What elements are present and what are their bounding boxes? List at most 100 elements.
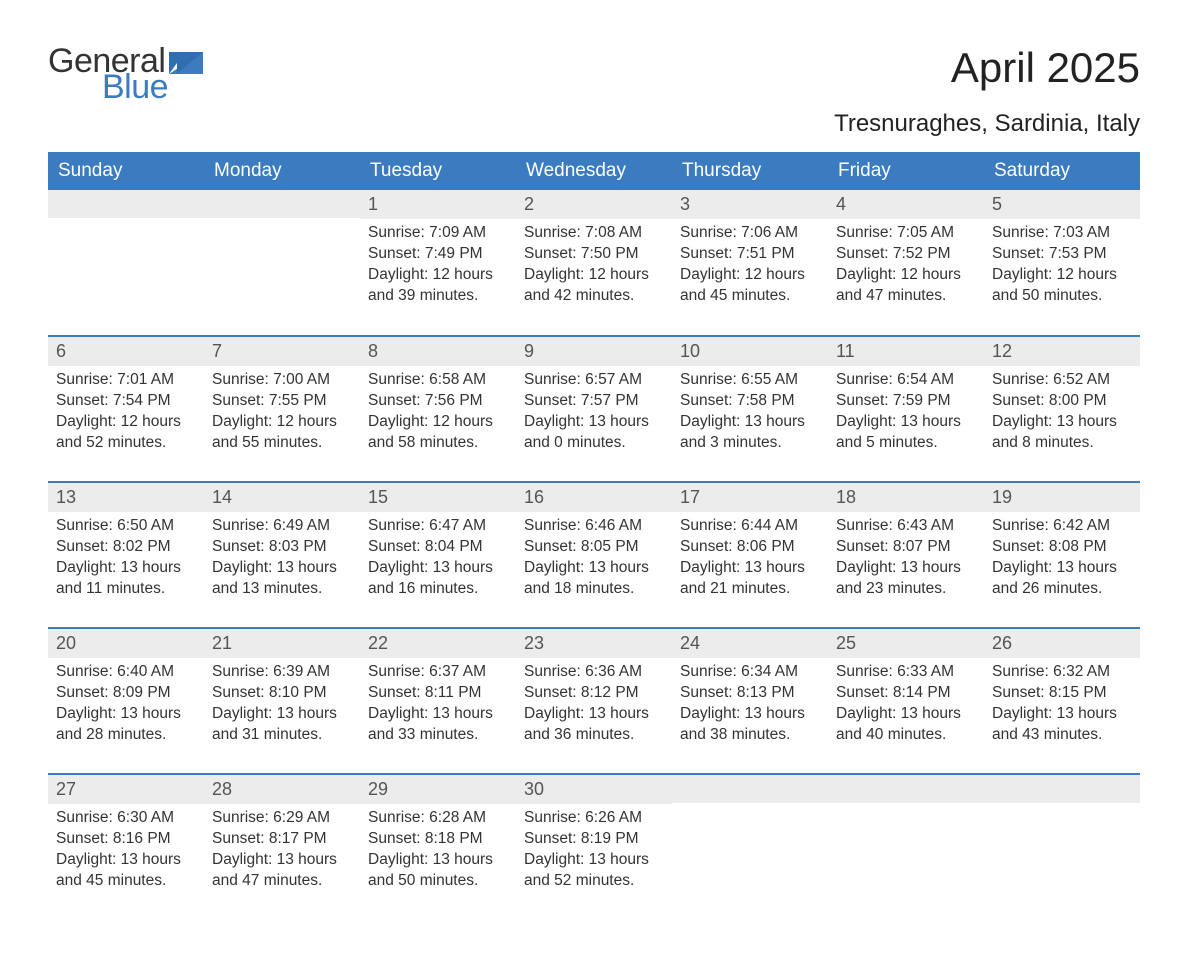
day-number: 12 — [984, 337, 1140, 366]
sunset-line: Sunset: 8:06 PM — [680, 537, 820, 558]
sunset-line: Sunset: 8:15 PM — [992, 683, 1132, 704]
daylight-line: Daylight: 12 hours and 42 minutes. — [524, 265, 664, 307]
daylight-line: Daylight: 12 hours and 52 minutes. — [56, 412, 196, 454]
day-details: Sunrise: 6:43 AMSunset: 8:07 PMDaylight:… — [828, 512, 984, 608]
day-number — [984, 775, 1140, 803]
sunset-line: Sunset: 8:14 PM — [836, 683, 976, 704]
day-details: Sunrise: 6:29 AMSunset: 8:17 PMDaylight:… — [204, 804, 360, 900]
daylight-line: Daylight: 12 hours and 58 minutes. — [368, 412, 508, 454]
sunrise-line: Sunrise: 6:29 AM — [212, 808, 352, 829]
calendar-cell — [204, 190, 360, 336]
daylight-line: Daylight: 13 hours and 40 minutes. — [836, 704, 976, 746]
daylight-line: Daylight: 13 hours and 0 minutes. — [524, 412, 664, 454]
calendar-cell: 9Sunrise: 6:57 AMSunset: 7:57 PMDaylight… — [516, 336, 672, 482]
weekday-header-row: Sunday Monday Tuesday Wednesday Thursday… — [48, 152, 1140, 190]
day-number: 5 — [984, 190, 1140, 219]
calendar-cell: 2Sunrise: 7:08 AMSunset: 7:50 PMDaylight… — [516, 190, 672, 336]
daylight-line: Daylight: 13 hours and 38 minutes. — [680, 704, 820, 746]
calendar-cell — [828, 774, 984, 920]
sunrise-line: Sunrise: 6:34 AM — [680, 662, 820, 683]
sunset-line: Sunset: 8:05 PM — [524, 537, 664, 558]
logo: General Blue — [48, 44, 203, 104]
weekday-header: Saturday — [984, 152, 1140, 190]
day-details: Sunrise: 7:01 AMSunset: 7:54 PMDaylight:… — [48, 366, 204, 462]
sunrise-line: Sunrise: 7:06 AM — [680, 223, 820, 244]
day-number: 10 — [672, 337, 828, 366]
sunrise-line: Sunrise: 6:39 AM — [212, 662, 352, 683]
page-subtitle: Tresnuraghes, Sardinia, Italy — [48, 110, 1140, 138]
calendar-cell: 6Sunrise: 7:01 AMSunset: 7:54 PMDaylight… — [48, 336, 204, 482]
sunset-line: Sunset: 7:58 PM — [680, 391, 820, 412]
calendar-cell — [672, 774, 828, 920]
sunrise-line: Sunrise: 6:30 AM — [56, 808, 196, 829]
day-details: Sunrise: 7:06 AMSunset: 7:51 PMDaylight:… — [672, 219, 828, 315]
day-details: Sunrise: 7:09 AMSunset: 7:49 PMDaylight:… — [360, 219, 516, 315]
day-number: 24 — [672, 629, 828, 658]
day-details: Sunrise: 6:55 AMSunset: 7:58 PMDaylight:… — [672, 366, 828, 462]
day-details: Sunrise: 6:34 AMSunset: 8:13 PMDaylight:… — [672, 658, 828, 754]
sunrise-line: Sunrise: 6:37 AM — [368, 662, 508, 683]
calendar-cell: 1Sunrise: 7:09 AMSunset: 7:49 PMDaylight… — [360, 190, 516, 336]
sunrise-line: Sunrise: 6:36 AM — [524, 662, 664, 683]
sunrise-line: Sunrise: 6:43 AM — [836, 516, 976, 537]
sunset-line: Sunset: 8:08 PM — [992, 537, 1132, 558]
day-number: 3 — [672, 190, 828, 219]
day-number: 1 — [360, 190, 516, 219]
day-number: 20 — [48, 629, 204, 658]
daylight-line: Daylight: 13 hours and 16 minutes. — [368, 558, 508, 600]
sunset-line: Sunset: 7:50 PM — [524, 244, 664, 265]
calendar-week-row: 6Sunrise: 7:01 AMSunset: 7:54 PMDaylight… — [48, 336, 1140, 482]
day-number: 21 — [204, 629, 360, 658]
calendar-cell: 5Sunrise: 7:03 AMSunset: 7:53 PMDaylight… — [984, 190, 1140, 336]
day-details: Sunrise: 6:52 AMSunset: 8:00 PMDaylight:… — [984, 366, 1140, 462]
calendar-cell — [984, 774, 1140, 920]
day-number: 15 — [360, 483, 516, 512]
sunset-line: Sunset: 8:00 PM — [992, 391, 1132, 412]
day-number: 8 — [360, 337, 516, 366]
sunset-line: Sunset: 8:16 PM — [56, 829, 196, 850]
logo-word-2: Blue — [102, 70, 168, 104]
sunrise-line: Sunrise: 7:08 AM — [524, 223, 664, 244]
day-number — [672, 775, 828, 803]
weekday-header: Tuesday — [360, 152, 516, 190]
sunset-line: Sunset: 7:53 PM — [992, 244, 1132, 265]
calendar-cell: 21Sunrise: 6:39 AMSunset: 8:10 PMDayligh… — [204, 628, 360, 774]
calendar-week-row: 27Sunrise: 6:30 AMSunset: 8:16 PMDayligh… — [48, 774, 1140, 920]
sunrise-line: Sunrise: 6:57 AM — [524, 370, 664, 391]
day-details: Sunrise: 6:46 AMSunset: 8:05 PMDaylight:… — [516, 512, 672, 608]
sunrise-line: Sunrise: 6:26 AM — [524, 808, 664, 829]
daylight-line: Daylight: 13 hours and 13 minutes. — [212, 558, 352, 600]
sunrise-line: Sunrise: 6:44 AM — [680, 516, 820, 537]
day-number: 17 — [672, 483, 828, 512]
day-number: 23 — [516, 629, 672, 658]
calendar-cell: 14Sunrise: 6:49 AMSunset: 8:03 PMDayligh… — [204, 482, 360, 628]
day-number: 18 — [828, 483, 984, 512]
day-details: Sunrise: 7:00 AMSunset: 7:55 PMDaylight:… — [204, 366, 360, 462]
sunset-line: Sunset: 7:49 PM — [368, 244, 508, 265]
daylight-line: Daylight: 13 hours and 11 minutes. — [56, 558, 196, 600]
day-number: 14 — [204, 483, 360, 512]
sunset-line: Sunset: 8:19 PM — [524, 829, 664, 850]
sunrise-line: Sunrise: 6:55 AM — [680, 370, 820, 391]
day-number: 11 — [828, 337, 984, 366]
sunrise-line: Sunrise: 6:49 AM — [212, 516, 352, 537]
daylight-line: Daylight: 13 hours and 47 minutes. — [212, 850, 352, 892]
day-number: 30 — [516, 775, 672, 804]
daylight-line: Daylight: 13 hours and 50 minutes. — [368, 850, 508, 892]
calendar-cell: 30Sunrise: 6:26 AMSunset: 8:19 PMDayligh… — [516, 774, 672, 920]
daylight-line: Daylight: 13 hours and 43 minutes. — [992, 704, 1132, 746]
daylight-line: Daylight: 13 hours and 45 minutes. — [56, 850, 196, 892]
daylight-line: Daylight: 13 hours and 23 minutes. — [836, 558, 976, 600]
sunset-line: Sunset: 8:02 PM — [56, 537, 196, 558]
day-number: 28 — [204, 775, 360, 804]
sunrise-line: Sunrise: 6:40 AM — [56, 662, 196, 683]
sunrise-line: Sunrise: 6:58 AM — [368, 370, 508, 391]
sunrise-line: Sunrise: 6:28 AM — [368, 808, 508, 829]
daylight-line: Daylight: 13 hours and 26 minutes. — [992, 558, 1132, 600]
sunset-line: Sunset: 8:18 PM — [368, 829, 508, 850]
day-number — [48, 190, 204, 218]
calendar-cell: 10Sunrise: 6:55 AMSunset: 7:58 PMDayligh… — [672, 336, 828, 482]
sunset-line: Sunset: 7:54 PM — [56, 391, 196, 412]
sunrise-line: Sunrise: 6:47 AM — [368, 516, 508, 537]
weekday-header: Friday — [828, 152, 984, 190]
